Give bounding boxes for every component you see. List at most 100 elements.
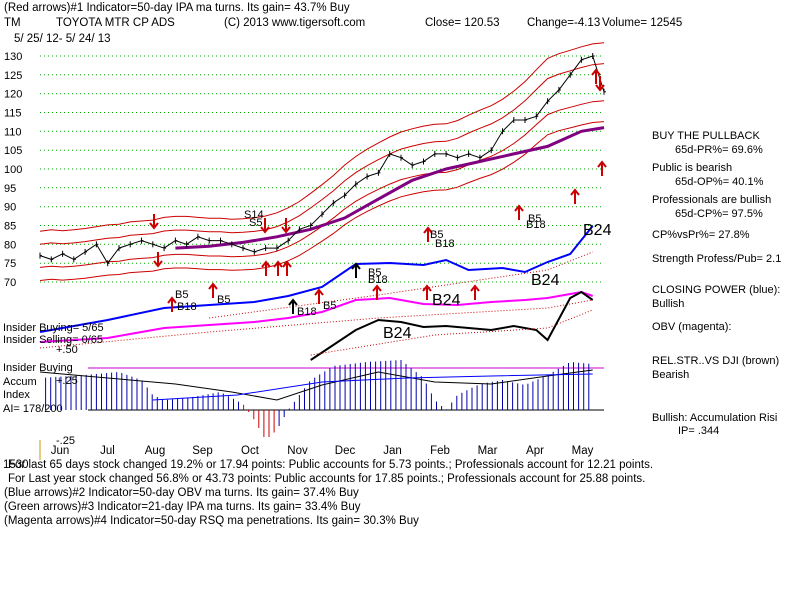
relative-strength-line — [310, 290, 594, 361]
closing-power-ma — [209, 251, 593, 319]
y-tick-label: 125 — [4, 70, 22, 82]
closing-power-line — [39, 225, 594, 333]
pr-value: 65d-PR%= 69.6% — [675, 144, 763, 156]
y-tick-label: 80 — [4, 239, 16, 251]
up-arrow — [470, 284, 480, 300]
up-arrow — [261, 260, 271, 276]
up-arrow — [570, 188, 580, 204]
ai-value: AI= 178/200 — [3, 403, 63, 415]
up-arrow — [273, 260, 283, 276]
signal-label: B24 — [583, 222, 612, 239]
signal-label: B24 — [432, 292, 461, 309]
ticker: TM — [4, 17, 21, 29]
signal-arrows — [149, 68, 607, 314]
insider-buying: Insider Buying= 5/65 — [3, 322, 104, 334]
y-tick-label: 100 — [4, 164, 22, 176]
upper-inner-band — [39, 63, 605, 245]
insider-buying-2: Insider Buying — [3, 362, 73, 374]
signal-label: B5 — [528, 213, 541, 225]
y-tick-label: 115 — [4, 108, 22, 120]
up-arrow — [372, 284, 382, 300]
insider-selling: Insider Selling= 0/65 — [3, 334, 103, 346]
obv-line — [39, 290, 594, 343]
month-label: Jan — [383, 445, 402, 457]
signal-label: B5 — [217, 294, 230, 306]
obv-label: OBV (magenta): — [652, 321, 731, 333]
pros-line: Professionals are bullish — [652, 194, 771, 206]
signal-label: B18 — [297, 306, 317, 318]
relstr-label: REL.STR..VS DJI (brown) — [652, 355, 779, 367]
month-label: Nov — [287, 445, 308, 457]
up-arrow — [422, 284, 432, 300]
lower-outer-band — [39, 121, 605, 281]
price-grid — [40, 55, 604, 283]
volume-value: Volume= 12545 — [602, 17, 682, 29]
month-label: Jun — [51, 445, 70, 457]
y-tick-label: 70 — [4, 277, 16, 289]
plus-50-label: +.50 — [56, 344, 78, 356]
signal-label: B24 — [531, 272, 560, 289]
closing-power-state: Bullish — [652, 298, 684, 310]
op-value: 65d-OP%= 40.1% — [675, 176, 764, 188]
buy-title: BUY THE PULLBACK — [652, 130, 760, 142]
month-label: Aug — [145, 445, 165, 457]
strength-ratio: Strength Profess/Pub= 2.1 — [652, 253, 781, 265]
signal-label: B18 — [435, 238, 455, 250]
index-label: Index — [3, 389, 30, 401]
signal-label: B24 — [383, 325, 412, 342]
month-label: Oct — [241, 445, 260, 457]
down-arrow — [595, 76, 605, 92]
month-label: Feb — [430, 445, 450, 457]
signal-label: B5 — [430, 229, 443, 241]
y-tick-label: 110 — [4, 126, 22, 138]
signal-label: B18 — [177, 301, 197, 313]
date-range: 5/ 25/ 12- 5/ 24/ 13 — [14, 33, 111, 45]
month-label: May — [572, 445, 594, 457]
up-arrow — [208, 282, 218, 298]
accum-risk: Bullish: Accumulation Risi — [652, 412, 777, 424]
footer-line-4: (Green arrows)#3 Indicator=21-day IPA ma… — [4, 501, 361, 513]
signal-label: B18 — [526, 219, 546, 231]
footer-line-5: (Magenta arrows)#4 Indicator=50-day RSQ … — [4, 515, 419, 527]
month-label: Dec — [335, 445, 356, 457]
up-arrow — [288, 298, 298, 314]
up-arrow — [282, 260, 292, 276]
public-line: Public is bearish — [652, 162, 732, 174]
month-label: Sep — [192, 445, 212, 457]
down-arrow — [153, 252, 163, 268]
ip-value: IP= .344 — [678, 425, 719, 437]
cp-value: 65d-CP%= 97.5% — [675, 208, 763, 220]
y-tick-label: 105 — [4, 145, 22, 157]
y-axis-ticks: 130 125 120 115 110 105 100 95 90 85 80 75 70 — [4, 51, 22, 289]
x-axis-months: Jun Jul Aug Sep Oct Nov Dec Jan Feb Mar Apr May — [51, 445, 594, 457]
upper-outer-band — [39, 42, 605, 232]
accumulation-bars — [45, 360, 590, 437]
signal-label: B5 — [368, 267, 381, 279]
indicator-line-1: (Red arrows)#1 Indicator=50-day IPA ma t… — [4, 2, 350, 14]
y-tick-label: 130 — [4, 51, 22, 63]
signal-label: S14 — [244, 209, 264, 221]
plus-25-label: +.25 — [56, 375, 78, 387]
change-value: Change=-4.13 — [527, 17, 600, 29]
up-arrow — [514, 204, 524, 220]
y-tick-label: 85 — [4, 221, 16, 233]
relstr-state: Bearish — [652, 369, 689, 381]
copyright: (C) 2013 www.tigersoft.com — [224, 17, 365, 29]
down-arrow — [281, 218, 291, 234]
signal-label: B5 — [175, 289, 188, 301]
up-arrow — [597, 160, 607, 176]
footer-line-2: For Last year stock changed 56.8% or 43.… — [8, 473, 645, 485]
down-arrow — [149, 214, 159, 230]
up-arrow — [314, 288, 324, 304]
minus-25-label: -.25 — [56, 435, 75, 447]
month-label: Mar — [478, 445, 498, 457]
footer-line-3: (Blue arrows)#2 Indicator=50-day OBV ma … — [4, 487, 359, 499]
y-tick-label: 120 — [4, 89, 22, 101]
lower-inner-band — [39, 100, 605, 268]
up-arrow — [591, 68, 601, 84]
cp-vs-pr: CP%vsPr%= 27.8% — [652, 229, 750, 241]
close-value: Close= 120.53 — [425, 17, 500, 29]
signal-label: S5 — [249, 217, 262, 229]
